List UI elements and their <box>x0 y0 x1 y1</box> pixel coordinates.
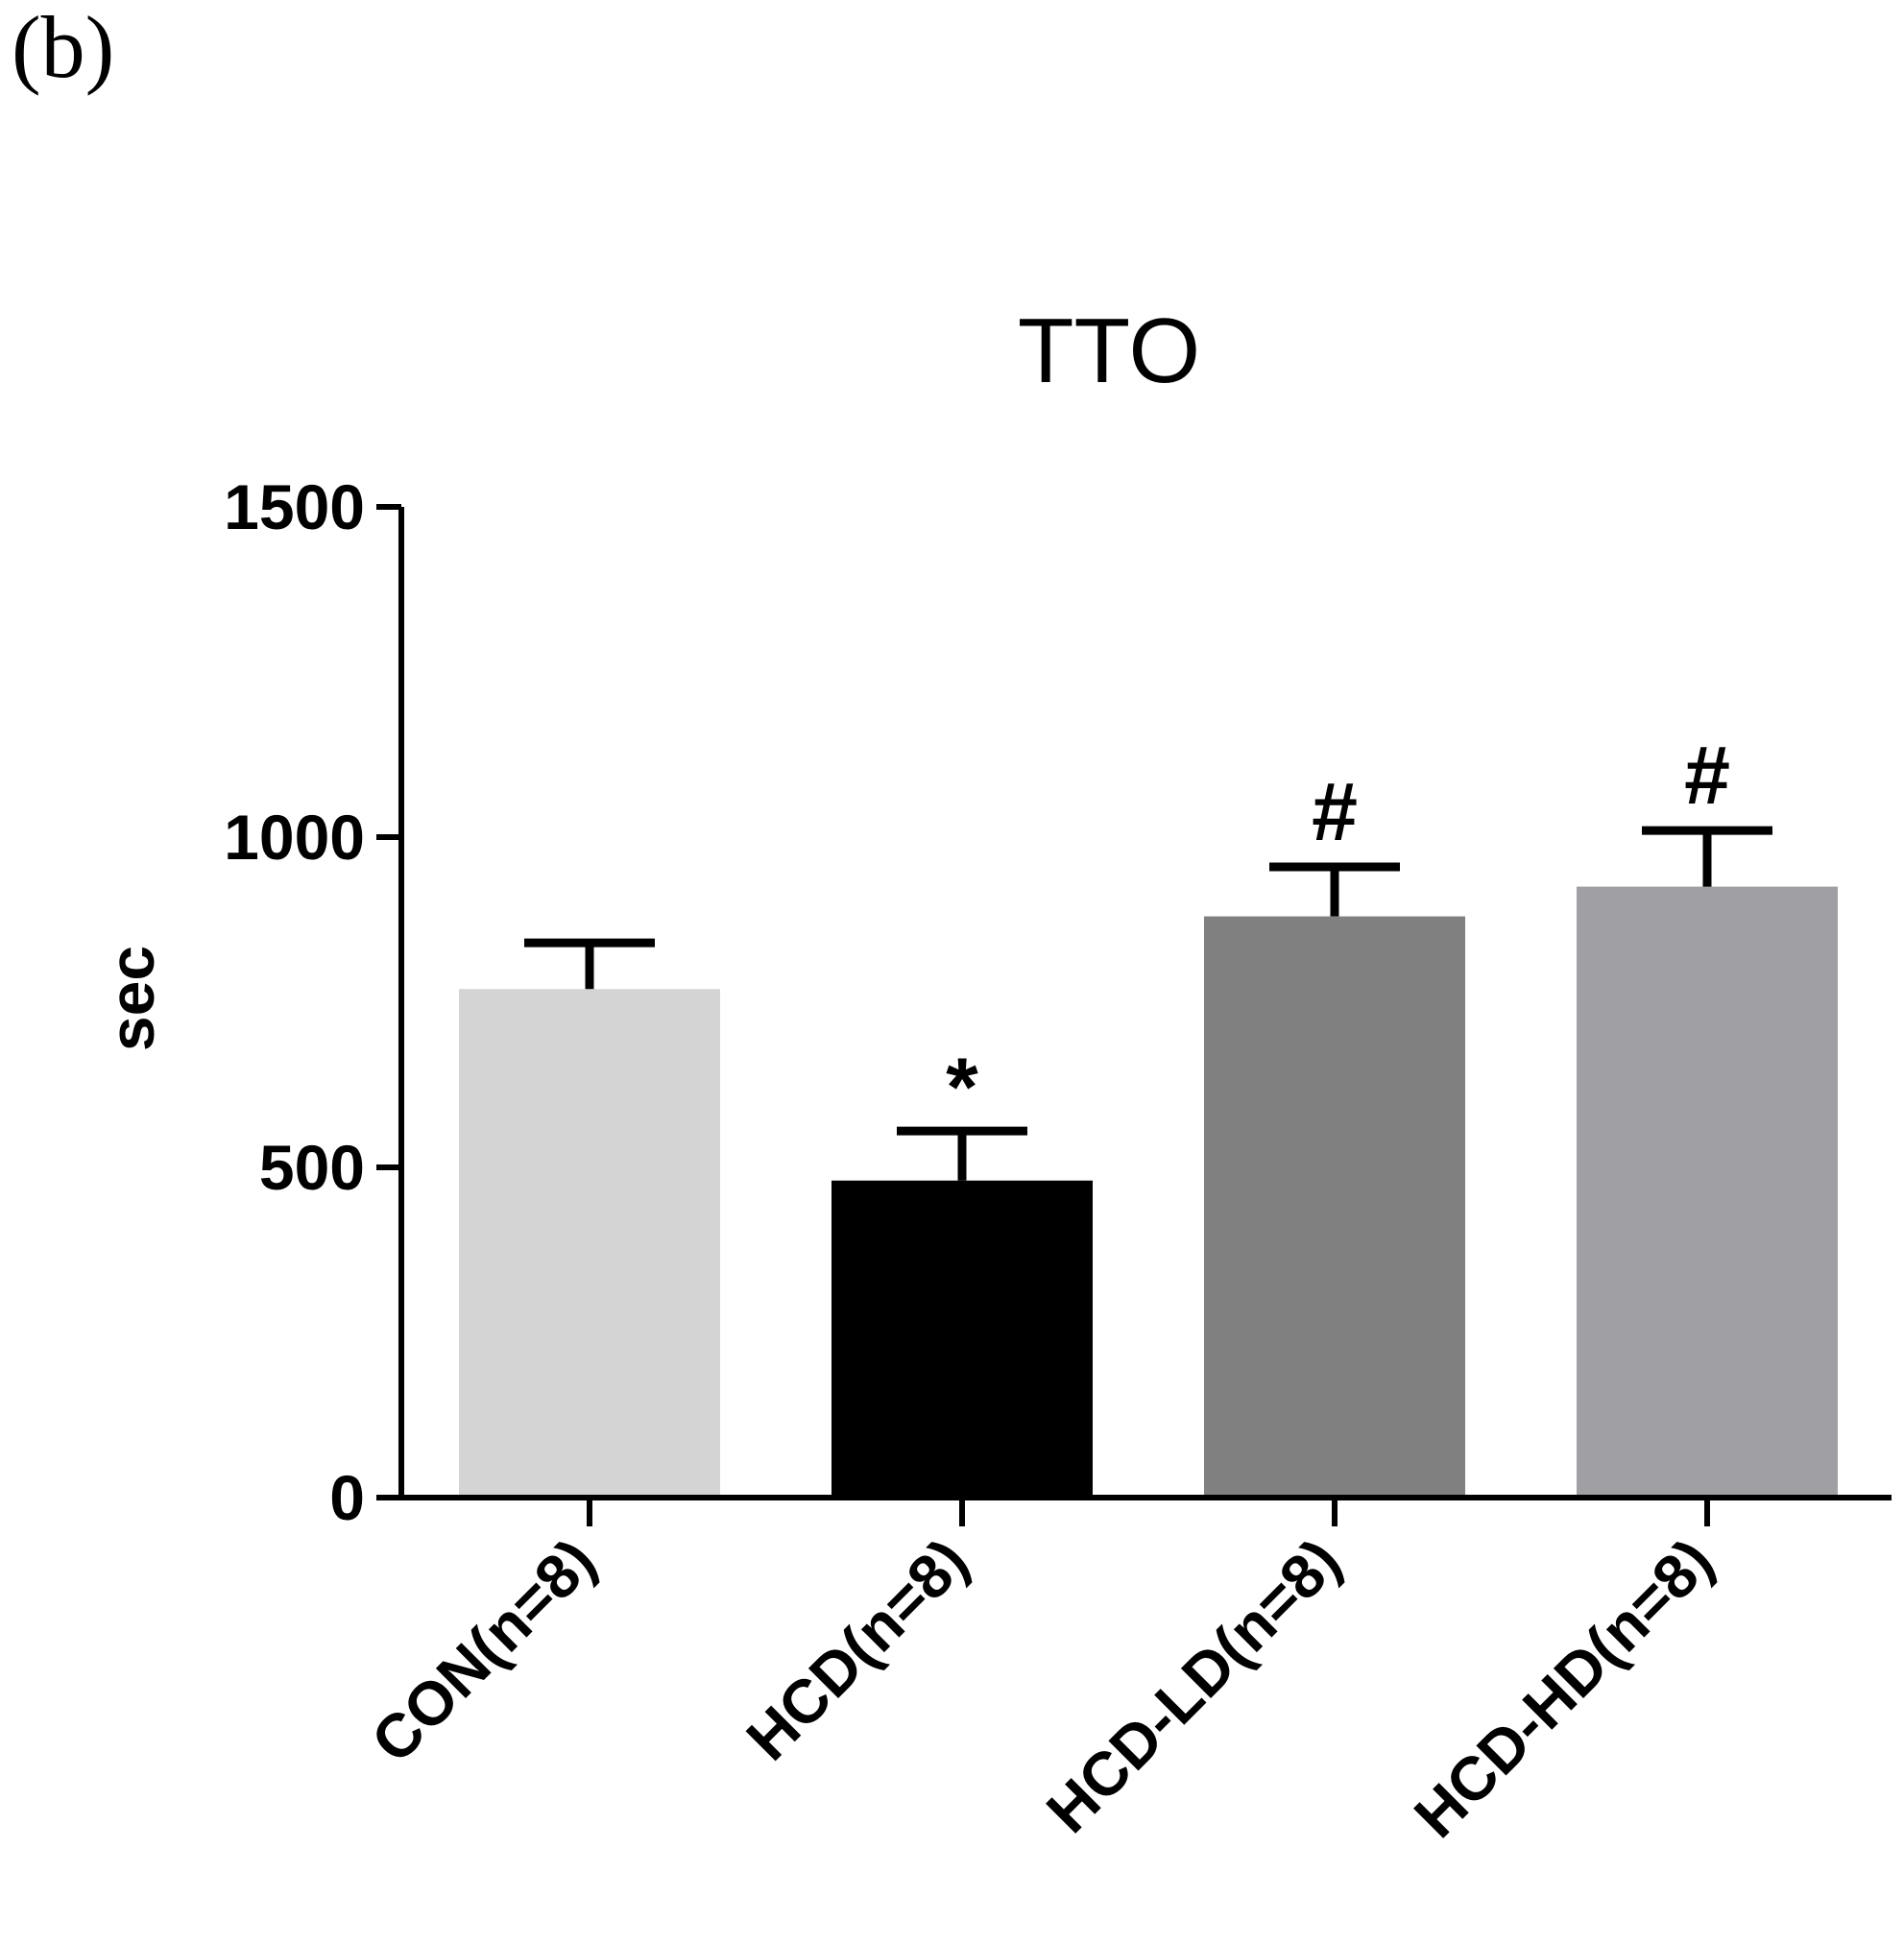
x-tick-label-1: HCD(n=8) <box>734 1525 981 1773</box>
x-tick-label-3: HCD-HD(n=8) <box>1401 1525 1726 1851</box>
y-tick-label-1: 500 <box>259 1132 365 1203</box>
y-tick-label-3: 1500 <box>224 471 365 542</box>
bars-group <box>459 886 1838 1498</box>
panel-label: (b) <box>12 0 114 96</box>
error-bars-group <box>524 826 1772 1181</box>
significance-marker-2: # <box>1312 766 1358 858</box>
bar-2 <box>1204 916 1465 1498</box>
y-axis-label: sec <box>96 946 167 1051</box>
y-tick-label-0: 0 <box>329 1462 365 1533</box>
significance-marker-3: # <box>1684 730 1730 822</box>
significance-marker-1: * <box>946 1042 978 1134</box>
x-ticks: CON(n=8) HCD(n=8) HCD-LD(n=8) HCD-HD(n=8) <box>358 1498 1726 1851</box>
y-ticks: 0 500 1000 1500 <box>224 471 401 1533</box>
bar-1 <box>831 1180 1093 1498</box>
bar-0 <box>459 989 720 1498</box>
y-tick-label-2: 1000 <box>224 802 365 873</box>
chart-title: TTO <box>1018 300 1200 402</box>
significance-markers: * # # <box>946 730 1730 1134</box>
x-tick-label-0: CON(n=8) <box>358 1525 609 1776</box>
axes <box>382 507 1892 1500</box>
x-tick-label-2: HCD-LD(n=8) <box>1033 1525 1354 1846</box>
bar-3 <box>1577 886 1838 1498</box>
